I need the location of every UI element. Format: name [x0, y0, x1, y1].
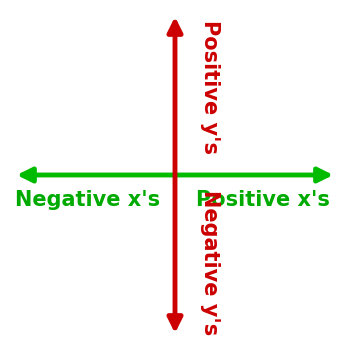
Text: Positive y's: Positive y's: [200, 21, 220, 154]
Text: Positive x's: Positive x's: [196, 189, 329, 210]
Text: Negative x's: Negative x's: [15, 189, 160, 210]
Text: Negative y's: Negative y's: [200, 190, 220, 335]
